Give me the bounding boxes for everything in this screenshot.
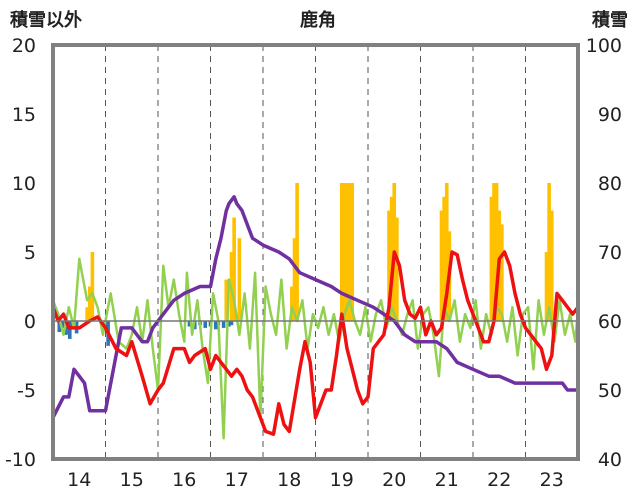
bar — [339, 183, 344, 321]
left-tick-label: -10 — [5, 449, 36, 471]
left-axis-title: 積雪以外 — [9, 9, 82, 31]
grid-lines — [105, 45, 526, 459]
right-axis-ticks: 100 90 80 70 60 50 40 — [586, 35, 622, 471]
bar — [347, 183, 352, 321]
bar — [295, 183, 299, 321]
bar — [494, 183, 499, 321]
bar — [345, 183, 349, 321]
x-axis-ticks: 14 15 16 17 18 19 20 21 22 23 — [67, 469, 564, 491]
left-tick-label: 15 — [12, 104, 36, 126]
x-tick-label: 23 — [540, 469, 564, 491]
left-tick-label: 0 — [24, 311, 36, 333]
bar — [68, 321, 72, 339]
chart-title: 鹿角 — [300, 9, 336, 31]
bar — [229, 321, 234, 326]
series-purple-line — [51, 195, 578, 419]
bar — [395, 217, 399, 321]
bar — [85, 307, 89, 321]
x-tick-label: 18 — [277, 469, 301, 491]
bar — [444, 183, 449, 321]
bar — [237, 238, 242, 321]
bar — [549, 210, 554, 321]
bar — [90, 252, 95, 321]
x-tick-label: 16 — [172, 469, 196, 491]
bar — [547, 183, 551, 321]
bar — [439, 210, 444, 321]
bar — [213, 321, 218, 330]
bar — [227, 321, 231, 327]
x-tick-label: 21 — [435, 469, 459, 491]
right-tick-label: 100 — [586, 35, 622, 57]
right-axis-title: 積雪 — [591, 9, 628, 31]
left-axis-ticks: 20 15 10 5 0 -5 -10 — [5, 35, 36, 471]
bar — [292, 238, 297, 321]
bar — [224, 279, 229, 321]
bar — [387, 210, 391, 321]
x-tick-label: 17 — [225, 469, 249, 491]
bar — [57, 321, 62, 333]
bar — [500, 224, 504, 321]
right-tick-label: 40 — [598, 449, 622, 471]
right-tick-label: 90 — [598, 104, 622, 126]
x-tick-label: 14 — [67, 469, 91, 491]
bar — [203, 321, 208, 328]
bar — [64, 321, 68, 335]
bar — [492, 183, 496, 321]
plot-frame — [51, 43, 580, 461]
x-tick-label: 22 — [487, 469, 511, 491]
bar — [221, 321, 226, 328]
right-tick-label: 70 — [598, 242, 622, 264]
left-tick-label: 5 — [24, 242, 36, 264]
bar — [489, 196, 494, 321]
right-tick-label: 60 — [598, 311, 622, 333]
bar — [60, 321, 65, 328]
series-red-line — [51, 250, 580, 436]
bar — [87, 286, 92, 321]
left-tick-label: 20 — [12, 35, 36, 57]
left-tick-label: 10 — [12, 173, 36, 195]
x-tick-label: 15 — [120, 469, 144, 491]
left-tick-label: -5 — [17, 380, 36, 402]
bar — [232, 217, 236, 321]
x-tick-label: 20 — [382, 469, 406, 491]
bar — [350, 183, 355, 321]
bar — [389, 196, 394, 321]
line-series — [51, 195, 580, 440]
bar — [442, 196, 446, 321]
bar — [544, 252, 549, 321]
bar — [187, 321, 192, 327]
bar — [290, 286, 294, 321]
right-tick-label: 50 — [598, 380, 622, 402]
bar — [342, 183, 347, 321]
x-tick-label: 19 — [330, 469, 354, 491]
right-tick-label: 80 — [598, 173, 622, 195]
